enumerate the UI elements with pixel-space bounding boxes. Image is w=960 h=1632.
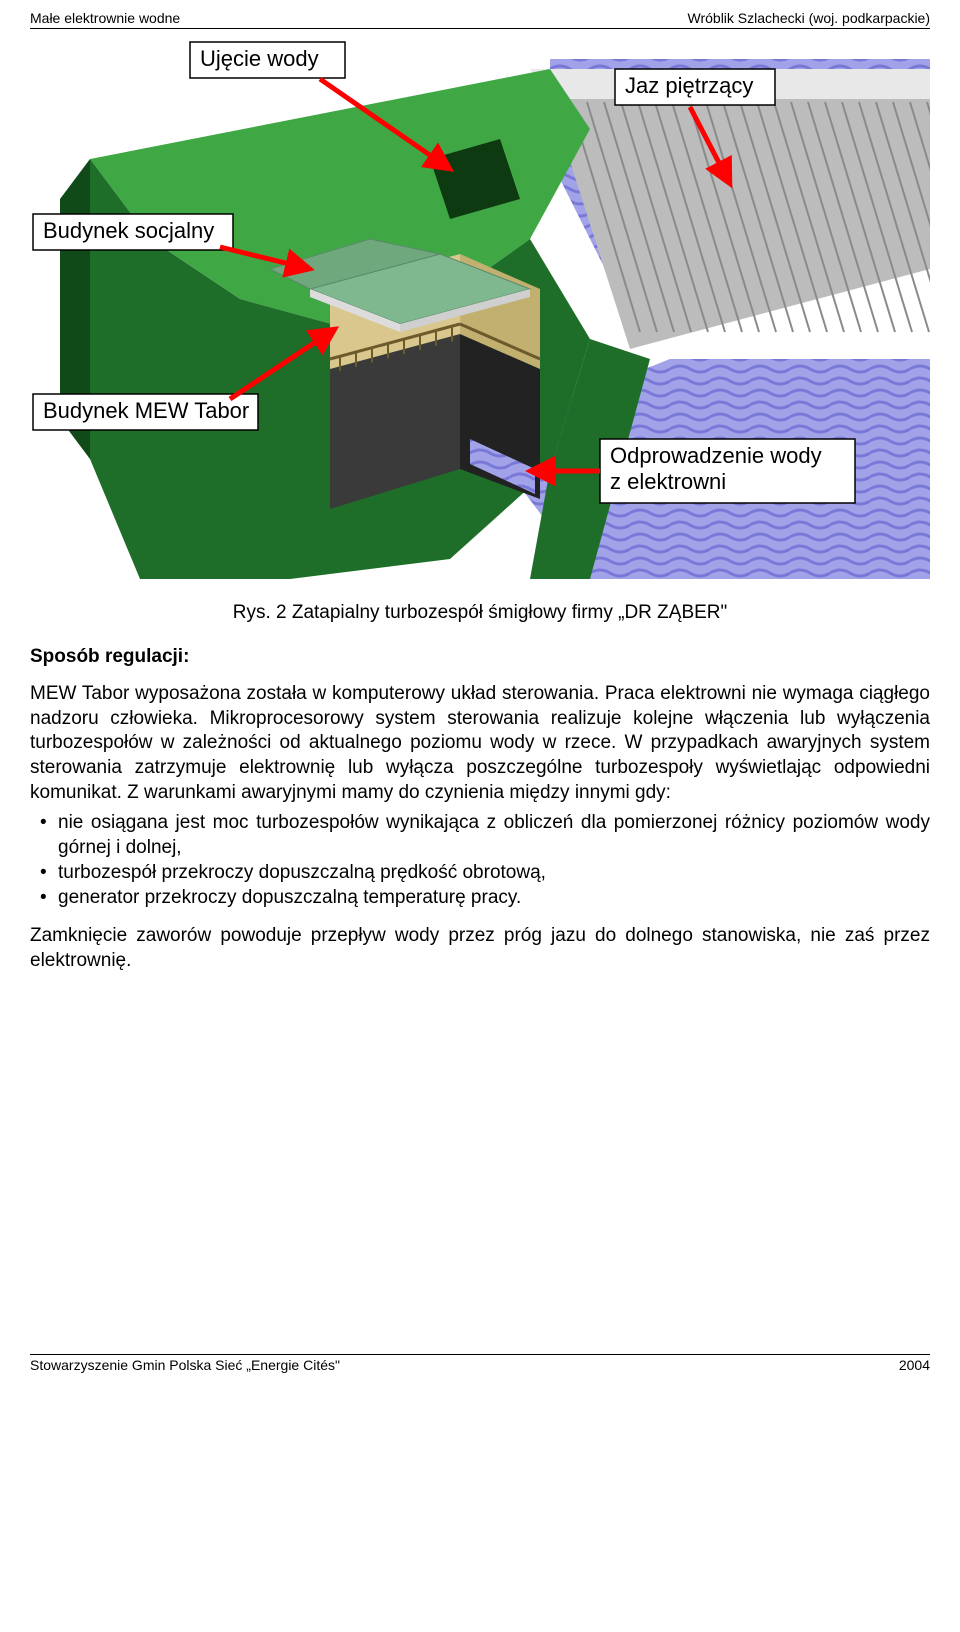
paragraph-1: MEW Tabor wyposażona została w komputero…: [30, 682, 930, 805]
page-header: Małe elektrownie wodne Wróblik Szlacheck…: [30, 10, 930, 29]
svg-text:Budynek MEW Tabor: Budynek MEW Tabor: [43, 398, 249, 423]
list-item: turbozespół przekroczy dopuszczalną pręd…: [30, 861, 930, 886]
section-heading: Sposób regulacji:: [30, 646, 930, 668]
figure-caption: Rys. 2 Zatapialny turbozespół śmigłowy f…: [30, 602, 930, 624]
header-left: Małe elektrownie wodne: [30, 10, 180, 26]
page: Małe elektrownie wodne Wróblik Szlacheck…: [0, 0, 960, 1403]
footer-left: Stowarzyszenie Gmin Polska Sieć „Energie…: [30, 1357, 340, 1373]
header-right: Wróblik Szlachecki (woj. podkarpackie): [688, 10, 931, 26]
svg-text:Budynek socjalny: Budynek socjalny: [43, 218, 214, 243]
page-footer: Stowarzyszenie Gmin Polska Sieć „Energie…: [30, 1354, 930, 1373]
footer-right: 2004: [899, 1357, 930, 1373]
bullet-list: nie osiągana jest moc turbozespołów wyni…: [30, 811, 930, 910]
svg-text:Jaz piętrzący: Jaz piętrzący: [625, 73, 753, 98]
hydro-plant-diagram: Ujęcie wody Jaz piętrzący Budynek socjalny…: [30, 39, 930, 579]
svg-text:z elektrowni: z elektrowni: [610, 469, 726, 494]
svg-text:Odprowadzenie wody: Odprowadzenie wody: [610, 443, 822, 468]
svg-text:Ujęcie wody: Ujęcie wody: [200, 46, 319, 71]
list-item: generator przekroczy dopuszczalną temper…: [30, 886, 930, 911]
list-item: nie osiągana jest moc turbozespołów wyni…: [30, 811, 930, 860]
closing-paragraph: Zamknięcie zaworów powoduje przepływ wod…: [30, 924, 930, 973]
diagram-container: Ujęcie wody Jaz piętrzący Budynek socjalny…: [30, 39, 930, 584]
